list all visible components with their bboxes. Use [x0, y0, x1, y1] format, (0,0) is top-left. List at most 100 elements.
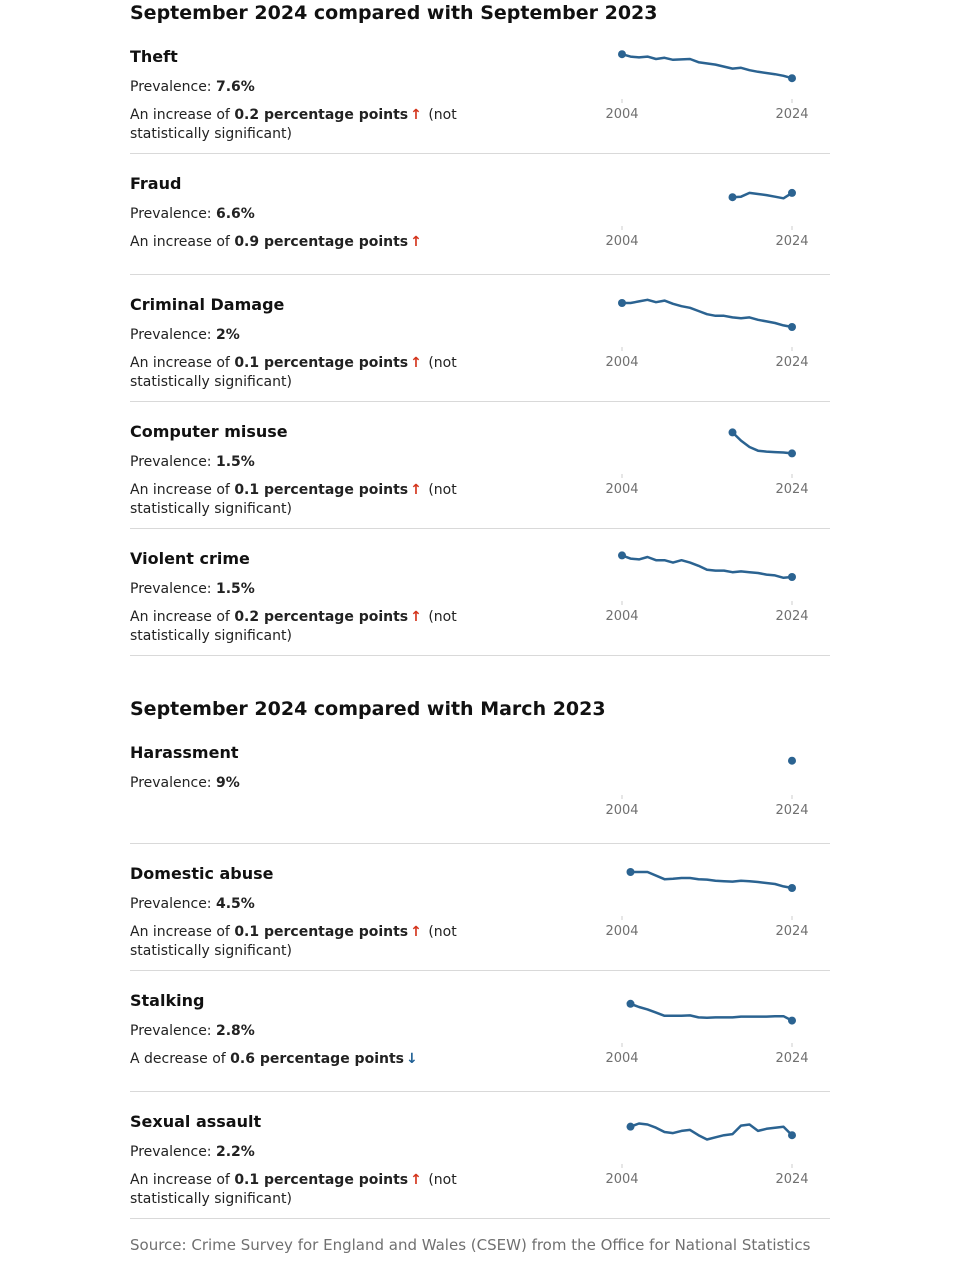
- end-point: [788, 1016, 796, 1025]
- x-tick-label: 2024: [775, 1051, 808, 1066]
- change-prefix: An increase of: [130, 482, 235, 498]
- change-value: 0.6 percentage points: [230, 1051, 404, 1067]
- change-text: An increase of 0.2 percentage points ↑ (n…: [130, 608, 520, 646]
- start-point: [626, 1122, 635, 1131]
- divider: [130, 1218, 830, 1219]
- sparkline-chart: 2004 2024: [605, 50, 809, 122]
- sparkline-chart: 2004 2024: [605, 756, 809, 818]
- prevalence-label: Prevalence:: [130, 581, 216, 597]
- prevalence-line: Prevalence: 1.5%: [130, 454, 255, 470]
- prevalence-line: Prevalence: 4.5%: [130, 896, 255, 912]
- end-point: [788, 323, 796, 331]
- prevalence-line: Prevalence: 9%: [130, 775, 240, 791]
- arrow-up-icon: ↑: [410, 234, 422, 250]
- x-tick-label: 2024: [775, 924, 808, 939]
- start-point: [728, 193, 737, 202]
- crime-title: Fraud: [130, 174, 182, 193]
- start-point: [618, 50, 626, 59]
- change-suffix: (not statistically significant): [130, 924, 462, 959]
- arrow-up-icon: ↑: [410, 609, 422, 625]
- arrow-up-icon: ↑: [410, 1172, 422, 1188]
- divider: [130, 970, 830, 971]
- change-value: 0.2 percentage points: [234, 609, 409, 625]
- source-note: Source: Crime Survey for England and Wal…: [130, 1236, 811, 1254]
- divider: [130, 843, 830, 844]
- start-point: [626, 868, 635, 876]
- section-heading: September 2024 compared with March 2023: [130, 698, 606, 720]
- series-line: [620, 52, 794, 80]
- series-line: [629, 1122, 794, 1141]
- x-tick-label: 2024: [775, 803, 808, 818]
- start-point: [618, 551, 626, 560]
- x-tick-label: 2024: [775, 482, 808, 497]
- change-text: An increase of 0.1 percentage points ↑ (n…: [130, 481, 520, 519]
- end-point: [788, 573, 796, 581]
- sparkline-chart: 2004 2024: [605, 999, 809, 1066]
- arrow-down-icon: ↓: [406, 1051, 418, 1067]
- change-text: An increase of 0.2 percentage points ↑ (n…: [130, 106, 520, 144]
- prevalence-value: 2.2%: [215, 1144, 255, 1160]
- crime-title: Computer misuse: [130, 422, 288, 441]
- x-tick-label: 2004: [605, 609, 638, 624]
- sparkline-chart: 2004 2024: [605, 188, 809, 249]
- start-point: [728, 428, 737, 437]
- change-value: 0.1 percentage points: [234, 482, 409, 498]
- change-prefix: A decrease of: [130, 1051, 231, 1067]
- series-line: [731, 191, 794, 200]
- start-point: [626, 999, 635, 1008]
- change-value: 0.1 percentage points: [234, 1172, 409, 1188]
- series-line: [731, 431, 794, 455]
- prevalence-label: Prevalence:: [130, 775, 216, 791]
- x-tick-label: 2024: [775, 355, 808, 370]
- prevalence-line: Prevalence: 1.5%: [130, 581, 255, 597]
- change-value: 0.9 percentage points: [234, 234, 409, 250]
- arrow-up-icon: ↑: [410, 924, 422, 940]
- change-prefix: An increase of: [130, 1172, 235, 1188]
- crime-title: Violent crime: [130, 549, 250, 568]
- prevalence-label: Prevalence:: [130, 1144, 216, 1160]
- crime-title: Stalking: [130, 991, 205, 1010]
- series-line: [629, 1002, 794, 1022]
- end-point: [788, 1131, 796, 1140]
- x-tick-label: 2004: [605, 355, 638, 370]
- series-line: [620, 554, 794, 580]
- prevalence-value: 2.8%: [215, 1023, 255, 1039]
- sparkline-chart: 2004 2024: [605, 868, 809, 939]
- prevalence-value: 4.5%: [215, 896, 255, 912]
- section-heading: September 2024 compared with September 2…: [130, 2, 658, 24]
- prevalence-label: Prevalence:: [130, 206, 216, 222]
- end-point: [788, 188, 796, 197]
- prevalence-value: 1.5%: [215, 454, 255, 470]
- sparkline-chart: 2004 2024: [605, 428, 809, 497]
- prevalence-line: Prevalence: 2.2%: [130, 1144, 255, 1160]
- divider: [130, 528, 830, 529]
- arrow-up-icon: ↑: [410, 107, 422, 123]
- crime-title: Domestic abuse: [130, 864, 274, 883]
- sparkline-chart: 2004 2024: [605, 551, 809, 624]
- x-tick-label: 2024: [775, 1172, 808, 1187]
- prevalence-label: Prevalence:: [130, 327, 216, 343]
- divider: [130, 1091, 830, 1092]
- prevalence-line: Prevalence: 2.8%: [130, 1023, 255, 1039]
- start-point: [618, 299, 626, 307]
- prevalence-label: Prevalence:: [130, 79, 216, 95]
- arrow-up-icon: ↑: [410, 482, 422, 498]
- divider: [130, 274, 830, 275]
- change-prefix: An increase of: [130, 609, 235, 625]
- divider: [130, 153, 830, 154]
- crime-title: Criminal Damage: [130, 295, 285, 314]
- x-tick-label: 2024: [775, 107, 808, 122]
- arrow-up-icon: ↑: [410, 355, 422, 371]
- x-tick-label: 2024: [775, 234, 808, 249]
- start-point: [788, 756, 796, 765]
- series-line: [620, 298, 794, 329]
- sparkline-chart: 2004 2024: [605, 1122, 809, 1187]
- prevalence-value: 6.6%: [215, 206, 255, 222]
- change-suffix: (not statistically significant): [130, 609, 462, 644]
- change-value: 0.1 percentage points: [234, 355, 409, 371]
- divider: [130, 655, 830, 656]
- end-point: [788, 449, 796, 458]
- x-tick-label: 2024: [775, 609, 808, 624]
- change-prefix: An increase of: [130, 924, 235, 940]
- prevalence-value: 9%: [215, 775, 240, 791]
